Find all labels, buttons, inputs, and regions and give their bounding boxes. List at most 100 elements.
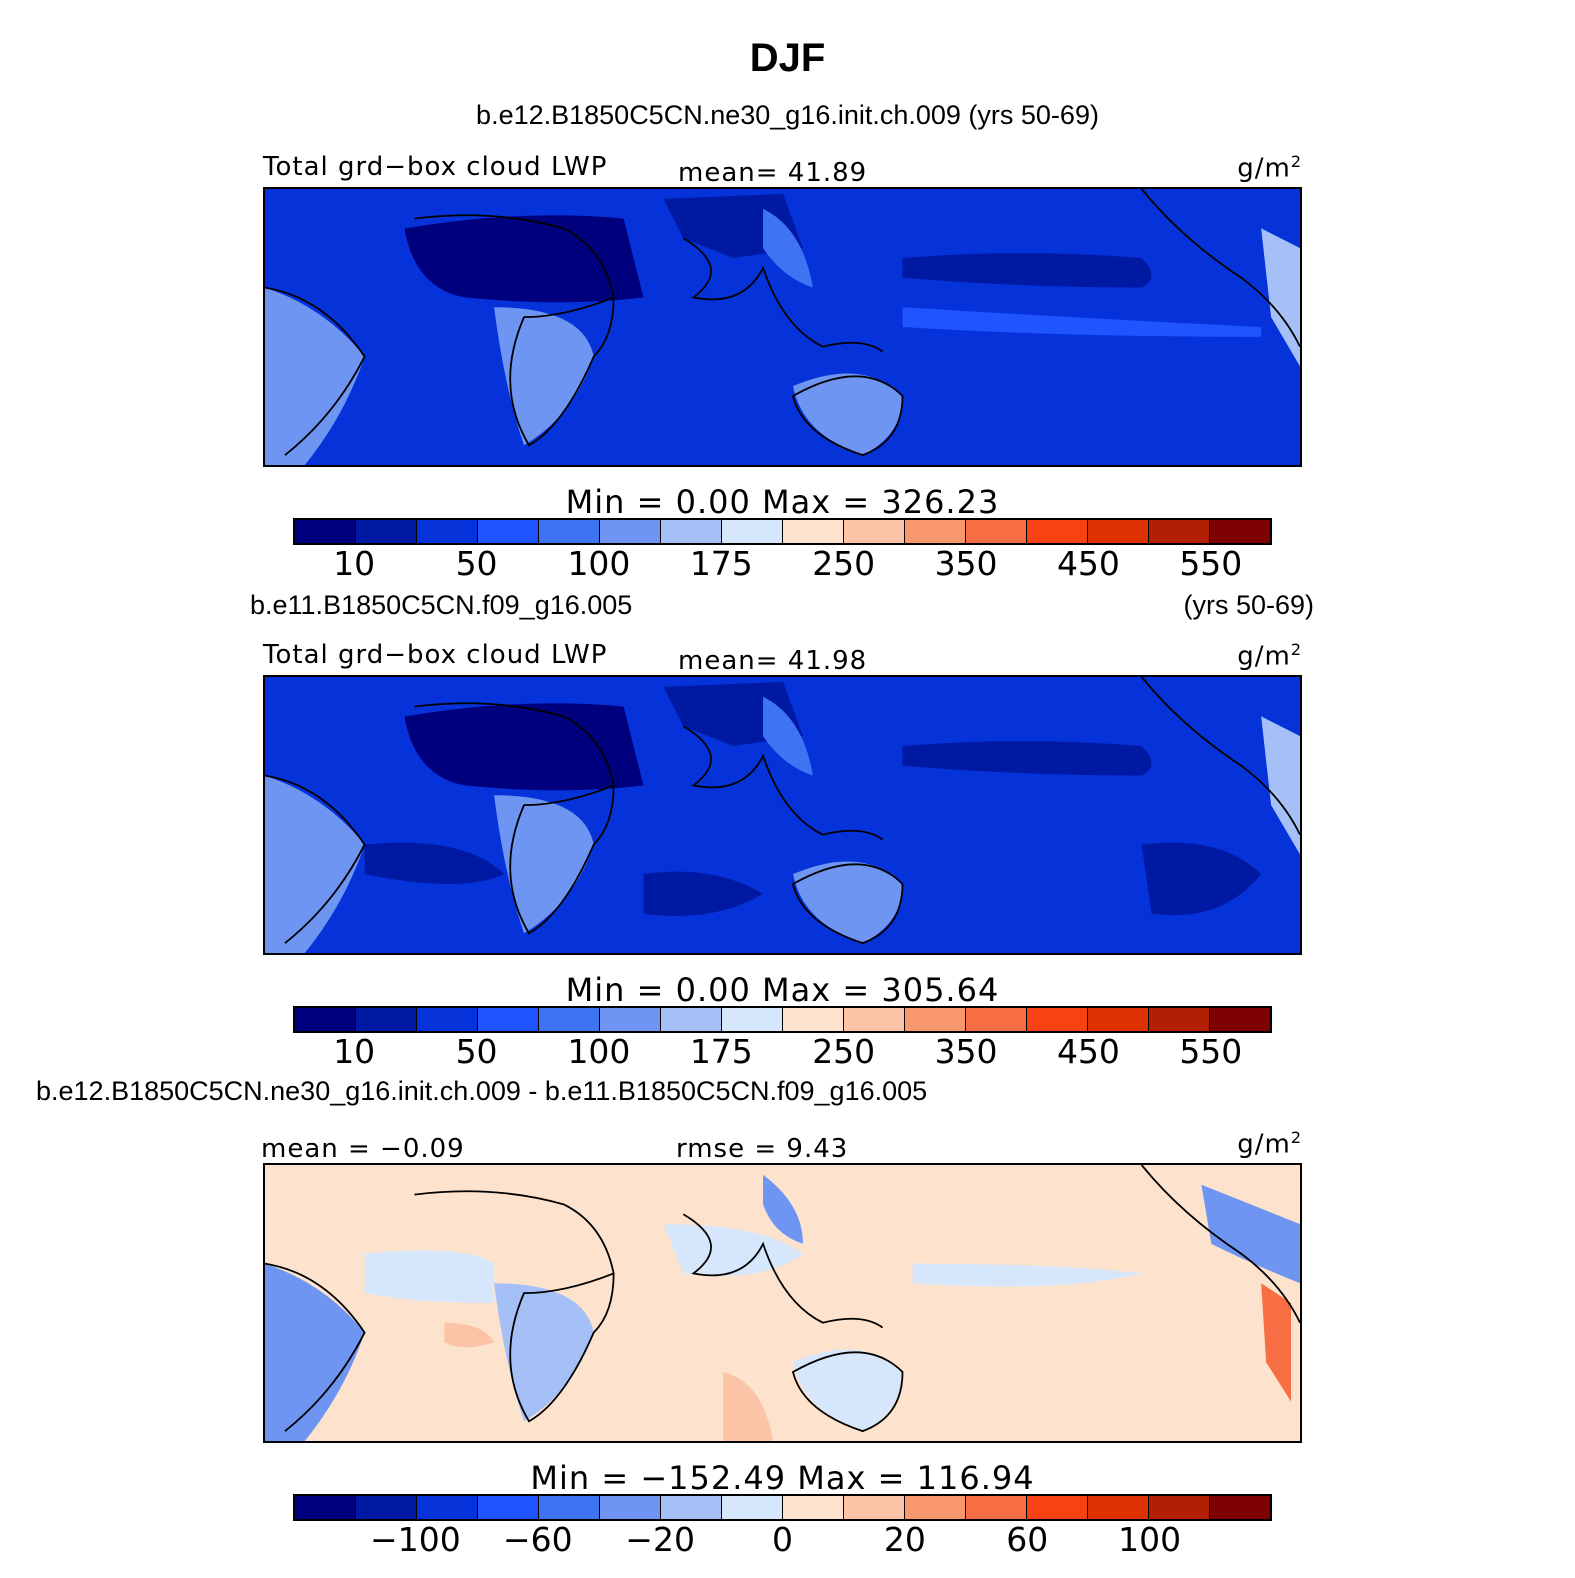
panel2-colorbar (293, 1006, 1272, 1033)
colorbar-tick-label: 50 (455, 1032, 498, 1071)
colorbar-swatch (966, 520, 1027, 543)
colorbar-tick-label: 250 (812, 544, 876, 583)
colorbar-swatch (844, 520, 905, 543)
colorbar-swatch (1088, 520, 1149, 543)
colorbar-tick-label: −100 (370, 1520, 461, 1559)
colorbar-swatch (417, 1496, 478, 1519)
panel2-years: (yrs 50-69) (1183, 590, 1314, 620)
panel1-variable-label: Total grd−box cloud LWP (263, 152, 608, 182)
colorbar-swatch (661, 520, 722, 543)
colorbar-swatch (1088, 1008, 1149, 1031)
panel2-case-title: b.e11.B1850C5CN.f09_g16.005 (250, 590, 633, 620)
colorbar-swatch (1027, 520, 1088, 543)
figure-title: DJF (749, 36, 826, 80)
panel1-case-title: b.e12.B1850C5CN.ne30_g16.init.ch.009 (yr… (476, 100, 1099, 130)
colorbar-tick-label: 250 (812, 1032, 876, 1071)
colorbar-swatch (295, 1008, 356, 1031)
panel1-colorbar (293, 518, 1272, 545)
colorbar-swatch (478, 1008, 539, 1031)
colorbar-tick-label: 550 (1179, 544, 1243, 583)
colorbar-swatch (966, 1008, 1027, 1031)
panel2-map (263, 675, 1302, 955)
colorbar-tick-label: 60 (1006, 1520, 1049, 1559)
colorbar-swatch (905, 1008, 966, 1031)
colorbar-swatch (478, 1496, 539, 1519)
colorbar-tick-label: 175 (689, 1032, 753, 1071)
colorbar-swatch (1149, 520, 1210, 543)
sahara-low-lwp (404, 215, 644, 303)
panel1-mean-label: mean= 41.89 (678, 158, 868, 188)
panel3-map (263, 1163, 1302, 1443)
colorbar-swatch (1210, 1008, 1270, 1031)
colorbar-swatch (661, 1496, 722, 1519)
panel3-minmax: Min = −152.49 Max = 116.94 (530, 1459, 1035, 1497)
colorbar-swatch (295, 1496, 356, 1519)
colorbar-swatch (966, 1496, 1027, 1519)
colorbar-tick-label: 10 (333, 1032, 376, 1071)
panel3-units-label: g/m2 (1237, 1128, 1302, 1160)
colorbar-swatch (1149, 1008, 1210, 1031)
colorbar-swatch (539, 520, 600, 543)
colorbar-tick-label: 550 (1179, 1032, 1243, 1071)
colorbar-swatch (600, 520, 661, 543)
colorbar-swatch (539, 1008, 600, 1031)
colorbar-swatch (539, 1496, 600, 1519)
south-america-region (265, 287, 365, 465)
colorbar-swatch (1210, 520, 1270, 543)
colorbar-tick-label: 450 (1056, 1032, 1120, 1071)
colorbar-swatch (1149, 1496, 1210, 1519)
colorbar-swatch (905, 520, 966, 543)
colorbar-swatch (356, 520, 417, 543)
panel3-map-svg (265, 1165, 1300, 1441)
colorbar-tick-label: −20 (625, 1520, 695, 1559)
colorbar-swatch (600, 1496, 661, 1519)
colorbar-swatch (1210, 1496, 1270, 1519)
panel2-units-label: g/m2 (1237, 640, 1302, 672)
colorbar-tick-label: 10 (333, 544, 376, 583)
panel2-minmax: Min = 0.00 Max = 305.64 (565, 971, 1000, 1009)
panel1-minmax: Min = 0.00 Max = 326.23 (565, 483, 1000, 521)
colorbar-tick-label: 450 (1056, 544, 1120, 583)
panel2-variable-label: Total grd−box cloud LWP (263, 640, 608, 670)
colorbar-swatch (356, 1008, 417, 1031)
colorbar-swatch (661, 1008, 722, 1031)
colorbar-swatch (417, 520, 478, 543)
colorbar-swatch (356, 1496, 417, 1519)
colorbar-swatch (722, 520, 783, 543)
colorbar-swatch (1088, 1496, 1149, 1519)
colorbar-tick-label: 175 (689, 544, 753, 583)
colorbar-swatch (478, 520, 539, 543)
colorbar-swatch (905, 1496, 966, 1519)
colorbar-swatch (783, 1008, 844, 1031)
panel3-case-title: b.e12.B1850C5CN.ne30_g16.init.ch.009 - b… (36, 1076, 928, 1106)
colorbar-tick-label: 100 (567, 544, 631, 583)
colorbar-tick-label: 50 (455, 544, 498, 583)
colorbar-swatch (722, 1496, 783, 1519)
panel1-map (263, 187, 1302, 467)
colorbar-swatch (1027, 1008, 1088, 1031)
colorbar-swatch (417, 1008, 478, 1031)
colorbar-swatch (844, 1008, 905, 1031)
panel3-colorbar (293, 1494, 1272, 1521)
colorbar-tick-label: 0 (772, 1520, 793, 1559)
colorbar-swatch (600, 1008, 661, 1031)
colorbar-tick-label: 350 (934, 544, 998, 583)
australia-region (792, 373, 903, 456)
colorbar-tick-label: 20 (883, 1520, 926, 1559)
colorbar-swatch (295, 520, 356, 543)
panel2-mean-label: mean= 41.98 (678, 646, 868, 676)
colorbar-tick-label: 350 (934, 1032, 998, 1071)
panel3-rmse-label: rmse = 9.43 (676, 1134, 849, 1164)
colorbar-swatch (722, 1008, 783, 1031)
colorbar-swatch (783, 1496, 844, 1519)
africa-region (494, 307, 594, 446)
colorbar-swatch (783, 520, 844, 543)
panel2-map-svg (265, 677, 1300, 953)
colorbar-tick-label: 100 (1118, 1520, 1182, 1559)
colorbar-swatch (1027, 1496, 1088, 1519)
colorbar-tick-label: −60 (502, 1520, 573, 1559)
colorbar-tick-label: 100 (567, 1032, 631, 1071)
panel3-mean-label: mean = −0.09 (261, 1134, 465, 1164)
colorbar-swatch (844, 1496, 905, 1519)
panel1-units-label: g/m2 (1237, 152, 1302, 184)
